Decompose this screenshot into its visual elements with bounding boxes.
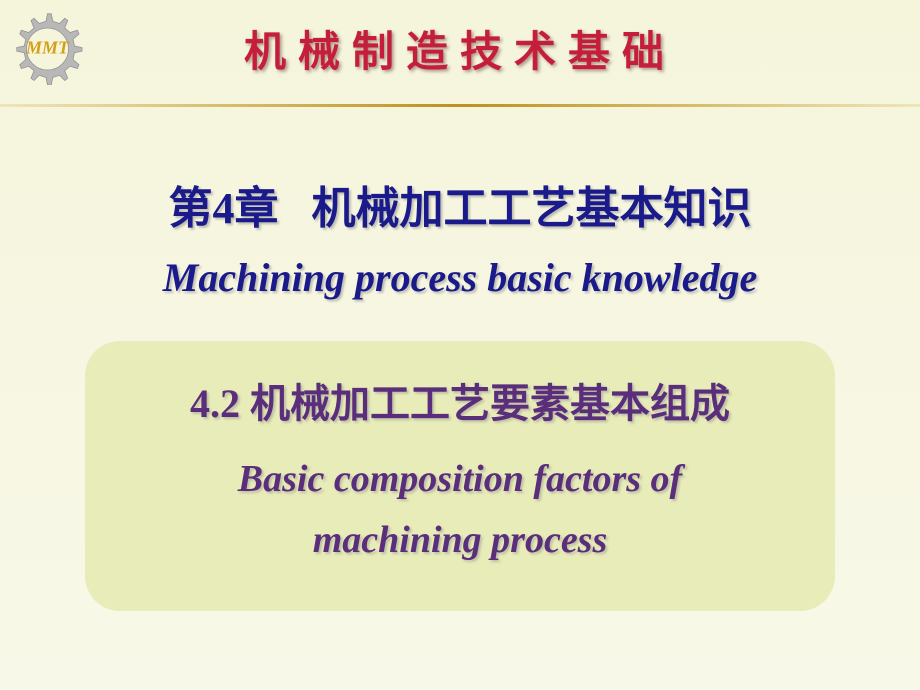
subsection-number: 4.2 [190,381,240,426]
logo-text: MMT [26,37,69,58]
subsection-title-text: 机械加工工艺要素基本组成 [250,381,730,426]
subsection-title-cn: 4.2 机械加工工艺要素基本组成 [105,371,815,429]
chapter-number: 第4章 [169,184,279,233]
subsection-box: 4.2 机械加工工艺要素基本组成 Basic composition facto… [85,341,835,611]
subsection-title-en: Basic composition factors of machining p… [105,449,815,571]
subsection-en-line1: Basic composition factors of [238,458,682,500]
logo-gear: MMT [10,10,85,85]
subsection-en-line2: machining process [313,519,608,561]
chapter-title-cn: 第4章 机械加工工艺基本知识 [0,172,920,236]
chapter-title-en: Machining process basic knowledge [0,254,920,301]
divider-line [0,104,920,107]
chapter-section: 第4章 机械加工工艺基本知识 Machining process basic k… [0,172,920,301]
chapter-title-text: 机械加工工艺基本知识 [312,184,752,233]
header-title: 机械制造技术基础 [0,0,920,79]
gear-icon: MMT [10,10,85,85]
